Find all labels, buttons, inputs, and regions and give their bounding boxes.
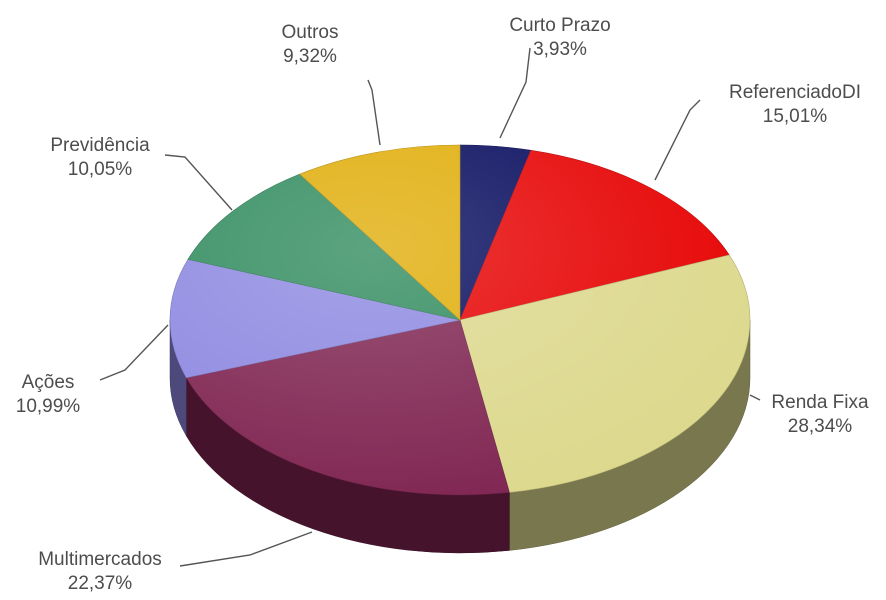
leader-acoes xyxy=(99,324,169,381)
leader-renda-fixa xyxy=(749,394,761,401)
pie-highlight xyxy=(170,145,750,495)
slice-labels: Curto Prazo 3,93% ReferenciadoDI 15,01% Rend… xyxy=(16,15,869,594)
leader-multimercados xyxy=(179,531,313,567)
label-renda-fixa: Renda Fixa xyxy=(771,392,869,413)
value-referenciadodi: 15,01% xyxy=(763,106,828,127)
leader-outros xyxy=(367,79,381,146)
label-referenciadodi: ReferenciadoDI xyxy=(729,82,861,103)
pie-slices xyxy=(169,144,751,496)
value-acoes: 10,99% xyxy=(16,396,81,417)
value-curto-prazo: 3,93% xyxy=(533,39,587,60)
leader-referenciadodi xyxy=(654,99,701,181)
label-acoes: Ações xyxy=(22,372,75,393)
value-outros: 9,32% xyxy=(283,46,337,67)
leader-previdencia xyxy=(164,154,233,211)
label-curto-prazo: Curto Prazo xyxy=(509,15,610,36)
value-renda-fixa: 28,34% xyxy=(788,416,853,437)
label-outros: Outros xyxy=(281,22,338,43)
label-previdencia: Previdência xyxy=(50,135,150,156)
pie-depth xyxy=(169,319,751,554)
label-multimercados: Multimercados xyxy=(38,549,162,570)
leader-lines xyxy=(99,47,761,567)
value-multimercados: 22,37% xyxy=(68,573,133,594)
value-previdencia: 10,05% xyxy=(68,159,133,180)
leader-curto-prazo xyxy=(499,47,531,139)
